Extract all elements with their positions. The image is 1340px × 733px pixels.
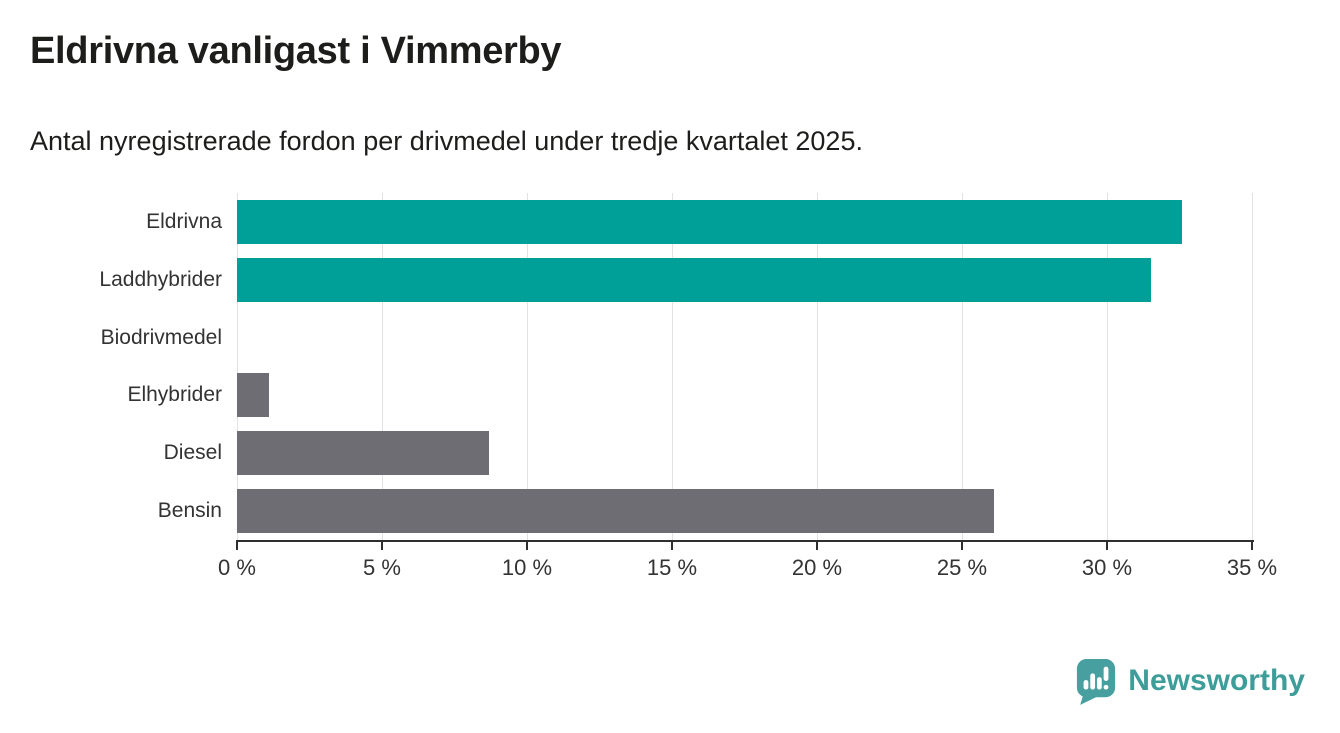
x-tick-mark-25 bbox=[961, 542, 963, 550]
x-tick-label-5: 5 % bbox=[363, 555, 401, 580]
bar-diesel bbox=[237, 431, 490, 476]
chart-subtitle: Antal nyregistrerade fordon per drivmede… bbox=[30, 126, 863, 156]
gridline-0 bbox=[237, 193, 238, 540]
gridline-10 bbox=[527, 193, 528, 540]
x-tick-label-0: 0 % bbox=[218, 555, 256, 580]
x-tick-mark-35 bbox=[1251, 542, 1253, 550]
x-tick-label-35: 35 % bbox=[1226, 555, 1278, 580]
x-tick-label-15: 15 % bbox=[646, 555, 698, 580]
gridline-15 bbox=[672, 193, 673, 540]
category-label-laddhybrider: Laddhybrider bbox=[99, 267, 222, 291]
bar-laddhybrider bbox=[237, 257, 1151, 302]
plot-area bbox=[237, 193, 1253, 540]
gridline-30 bbox=[1107, 193, 1108, 540]
x-tick-mark-20 bbox=[816, 542, 818, 550]
brand-footer: Newsworthy bbox=[1075, 657, 1305, 705]
category-labels: Eldrivna Laddhybrider Biodrivmedel Elhybrid… bbox=[0, 193, 222, 540]
x-tick-label-20: 20 % bbox=[791, 555, 843, 580]
x-tick-mark-5 bbox=[381, 542, 383, 550]
bar-bensin bbox=[237, 489, 994, 534]
x-tick-mark-30 bbox=[1106, 542, 1108, 550]
chart-title: Eldrivna vanligast i Vimmerby bbox=[30, 30, 562, 72]
category-label-diesel: Diesel bbox=[163, 441, 222, 465]
category-label-elhybrider: Elhybrider bbox=[127, 383, 222, 407]
category-label-biodrivmedel: Biodrivmedel bbox=[100, 325, 222, 349]
category-label-bensin: Bensin bbox=[157, 499, 222, 523]
brand-name: Newsworthy bbox=[1128, 664, 1305, 697]
bar-eldrivna bbox=[237, 199, 1183, 244]
x-tick-label-10: 10 % bbox=[501, 555, 553, 580]
x-tick-mark-0 bbox=[236, 542, 238, 550]
x-axis-line bbox=[236, 540, 1254, 542]
x-axis: 0 % 5 % 10 % 15 % 20 % 25 % 30 % 35 % bbox=[218, 542, 1277, 597]
bar-elhybrider bbox=[237, 373, 269, 418]
gridline-20 bbox=[817, 193, 818, 540]
x-tick-label-25: 25 % bbox=[936, 555, 988, 580]
gridline-35 bbox=[1252, 193, 1253, 540]
category-label-eldrivna: Eldrivna bbox=[146, 209, 222, 233]
gridline-5 bbox=[382, 193, 383, 540]
gridline-25 bbox=[962, 193, 963, 540]
x-tick-mark-10 bbox=[526, 542, 528, 550]
newsworthy-logo-icon bbox=[1077, 659, 1116, 705]
x-tick-mark-15 bbox=[671, 542, 673, 550]
x-tick-label-30: 30 % bbox=[1081, 555, 1133, 580]
